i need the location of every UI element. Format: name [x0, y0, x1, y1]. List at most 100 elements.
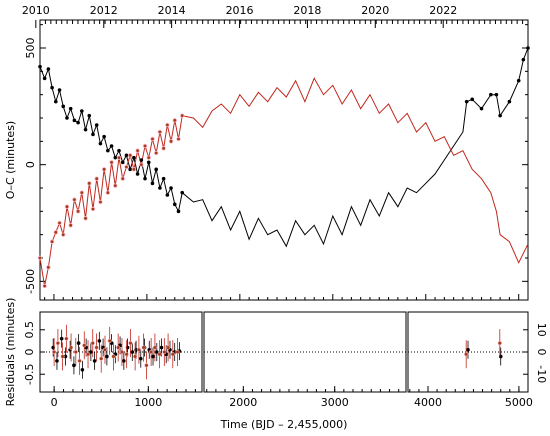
residual-point-0 — [151, 354, 155, 359]
series-point-black — [158, 186, 162, 190]
residual-ticks: 0 1000 2000 3000 4000 5000 -0.5 0 0.5 -10 0 10 — [23, 321, 548, 409]
series-point-black — [94, 123, 99, 127]
residual-point-1 — [99, 356, 104, 361]
series-point-black — [494, 92, 499, 97]
top-year-label: 2018 — [293, 4, 321, 17]
series-point-red — [79, 190, 85, 195]
main-y-tick-label: 0 — [24, 161, 37, 168]
series-point-red — [153, 150, 159, 156]
main-y-tick-label: -500 — [24, 269, 37, 294]
residual-series-group — [51, 324, 503, 380]
series-point-black — [72, 118, 77, 123]
series-point-black — [132, 155, 136, 160]
series-point-black — [102, 134, 106, 139]
residual-point-0 — [76, 341, 81, 345]
residual-point-1 — [162, 349, 167, 355]
series-point-black — [61, 104, 66, 109]
top-year-label: 2020 — [361, 4, 389, 17]
residual-right-y-tick-label: 10 — [535, 323, 548, 337]
series-point-black — [91, 132, 95, 137]
residual-y-tick-label: 0.5 — [23, 321, 36, 339]
series-point-red — [180, 113, 185, 118]
series-point-black — [526, 46, 530, 50]
series-point-black — [68, 106, 73, 111]
series-point-black — [507, 99, 512, 104]
residual-point-1 — [144, 363, 149, 368]
top-year-label: 2016 — [226, 4, 254, 17]
residual-point-0 — [80, 367, 85, 372]
series-point-red — [139, 162, 144, 167]
series-point-black — [135, 172, 140, 176]
series-point-red — [172, 118, 177, 123]
residual-point-1 — [175, 349, 180, 355]
residual-point-0 — [97, 339, 102, 343]
residual-point-1 — [107, 338, 112, 343]
main-plot-frame — [39, 19, 529, 301]
residual-point-1 — [73, 349, 78, 355]
series-point-black — [87, 113, 92, 118]
residual-x-tick-label: 2000 — [229, 396, 257, 409]
series-point-red — [75, 209, 81, 214]
residual-point-1 — [141, 345, 146, 350]
series-point-red — [94, 176, 99, 181]
residual-point-0 — [138, 356, 143, 361]
series-point-black — [65, 116, 69, 120]
series-point-black — [176, 209, 181, 214]
series-point-black — [109, 144, 114, 148]
residual-right-y-tick-label: 0 — [535, 349, 548, 356]
series-point-red — [161, 146, 166, 151]
series-point-black — [80, 109, 84, 113]
series-point-black — [516, 78, 521, 83]
residual-point-1 — [157, 352, 162, 357]
series-point-red — [146, 155, 151, 160]
series-point-black — [98, 141, 103, 146]
main-y-tick-label: 500 — [24, 38, 37, 59]
residual-point-1 — [170, 352, 175, 357]
series-point-black — [57, 88, 62, 92]
residual-x-tick-label: 4000 — [414, 396, 442, 409]
series-point-black — [521, 57, 526, 62]
residual-point-1 — [124, 352, 129, 357]
series-point-black — [38, 64, 42, 69]
x-axis-title: Time (BJD – 2,455,000) — [220, 418, 348, 431]
series-point-red — [142, 143, 148, 149]
series-point-red — [116, 155, 122, 160]
series-point-black — [50, 85, 54, 90]
series-point-red — [61, 232, 66, 237]
residual-point-1 — [136, 347, 141, 352]
top-year-label: 2010 — [22, 4, 50, 17]
residual-point-1 — [64, 336, 69, 341]
series-point-red — [83, 216, 88, 221]
series-point-red — [90, 206, 96, 212]
series-point-red — [42, 283, 47, 289]
residual-point-1 — [77, 358, 82, 363]
series-point-black — [172, 202, 177, 207]
residual-point-0 — [105, 354, 109, 359]
series-point-red — [157, 129, 163, 135]
series-point-red — [120, 176, 125, 181]
series-point-red — [127, 153, 133, 158]
residual-point-1 — [119, 349, 125, 355]
series-point-red — [105, 190, 111, 195]
residual-point-1 — [60, 354, 65, 359]
series-point-red — [87, 181, 92, 186]
residual-point-0 — [159, 345, 164, 350]
residual-point-0 — [55, 359, 59, 363]
top-year-label: 2014 — [158, 4, 186, 17]
series-point-red — [37, 255, 43, 261]
residual-right-y-tick-label: -10 — [535, 365, 548, 383]
series-point-black — [76, 120, 80, 125]
residual-point-1 — [52, 349, 57, 355]
series-point-black — [83, 127, 88, 132]
series-point-black — [143, 176, 147, 181]
series-point-black — [150, 181, 155, 186]
series-point-black — [128, 167, 132, 172]
residual-point-1 — [55, 341, 60, 346]
residual-point-0 — [59, 336, 64, 341]
residual-point-1 — [149, 349, 154, 355]
series-point-red — [124, 164, 129, 170]
series-point-black — [489, 92, 493, 97]
residuals-y-axis-title: Residuals (minutes) — [4, 298, 17, 407]
residual-point-0 — [89, 350, 93, 354]
